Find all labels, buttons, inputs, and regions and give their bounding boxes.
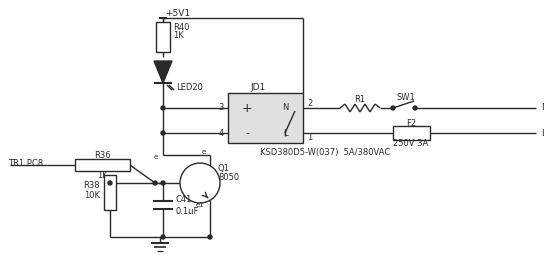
Text: L: L: [283, 128, 287, 138]
Circle shape: [413, 106, 417, 110]
Text: e: e: [202, 149, 206, 155]
Text: R36: R36: [94, 151, 110, 159]
Polygon shape: [154, 61, 172, 83]
Text: 2: 2: [307, 99, 313, 108]
Bar: [156, 22, 170, 52]
Text: R38: R38: [83, 180, 100, 190]
Text: 1K: 1K: [173, 32, 184, 41]
Text: +5V1: +5V1: [165, 9, 190, 18]
Bar: [228, 93, 303, 143]
Text: 1K: 1K: [97, 171, 107, 179]
Text: TR1 PC8: TR1 PC8: [8, 159, 43, 168]
Text: e: e: [154, 154, 158, 160]
Text: F2: F2: [406, 119, 416, 128]
Circle shape: [180, 163, 220, 203]
Bar: [393, 126, 430, 140]
Circle shape: [161, 235, 165, 239]
Text: C41: C41: [175, 195, 191, 205]
Text: 1: 1: [307, 134, 313, 143]
Text: 250V 3A: 250V 3A: [393, 139, 429, 148]
Text: 10K: 10K: [84, 190, 100, 199]
Circle shape: [161, 106, 165, 110]
Text: R1: R1: [355, 95, 366, 104]
Circle shape: [161, 181, 165, 185]
Bar: [104, 175, 116, 210]
Circle shape: [108, 181, 112, 185]
Circle shape: [161, 131, 165, 135]
Text: LED20: LED20: [176, 84, 203, 92]
Text: 0.1uF: 0.1uF: [175, 206, 199, 215]
Text: L: L: [541, 128, 544, 138]
Circle shape: [208, 235, 212, 239]
Text: KSD380D5-W(037)  5A/380VAC: KSD380D5-W(037) 5A/380VAC: [260, 147, 390, 156]
Text: 4: 4: [218, 128, 224, 138]
Text: 8050: 8050: [218, 172, 239, 182]
Text: N: N: [282, 104, 288, 112]
Text: N: N: [541, 104, 544, 112]
Text: JD1: JD1: [250, 84, 265, 92]
Text: R40: R40: [173, 22, 189, 32]
Text: SW1: SW1: [397, 93, 416, 103]
Text: -: -: [245, 128, 249, 138]
Text: 3: 3: [218, 104, 224, 112]
Text: +: +: [242, 101, 252, 115]
Circle shape: [391, 106, 395, 110]
Bar: [75, 159, 130, 171]
Text: e1: e1: [195, 202, 204, 208]
Circle shape: [153, 181, 157, 185]
Text: Q1: Q1: [218, 164, 230, 174]
